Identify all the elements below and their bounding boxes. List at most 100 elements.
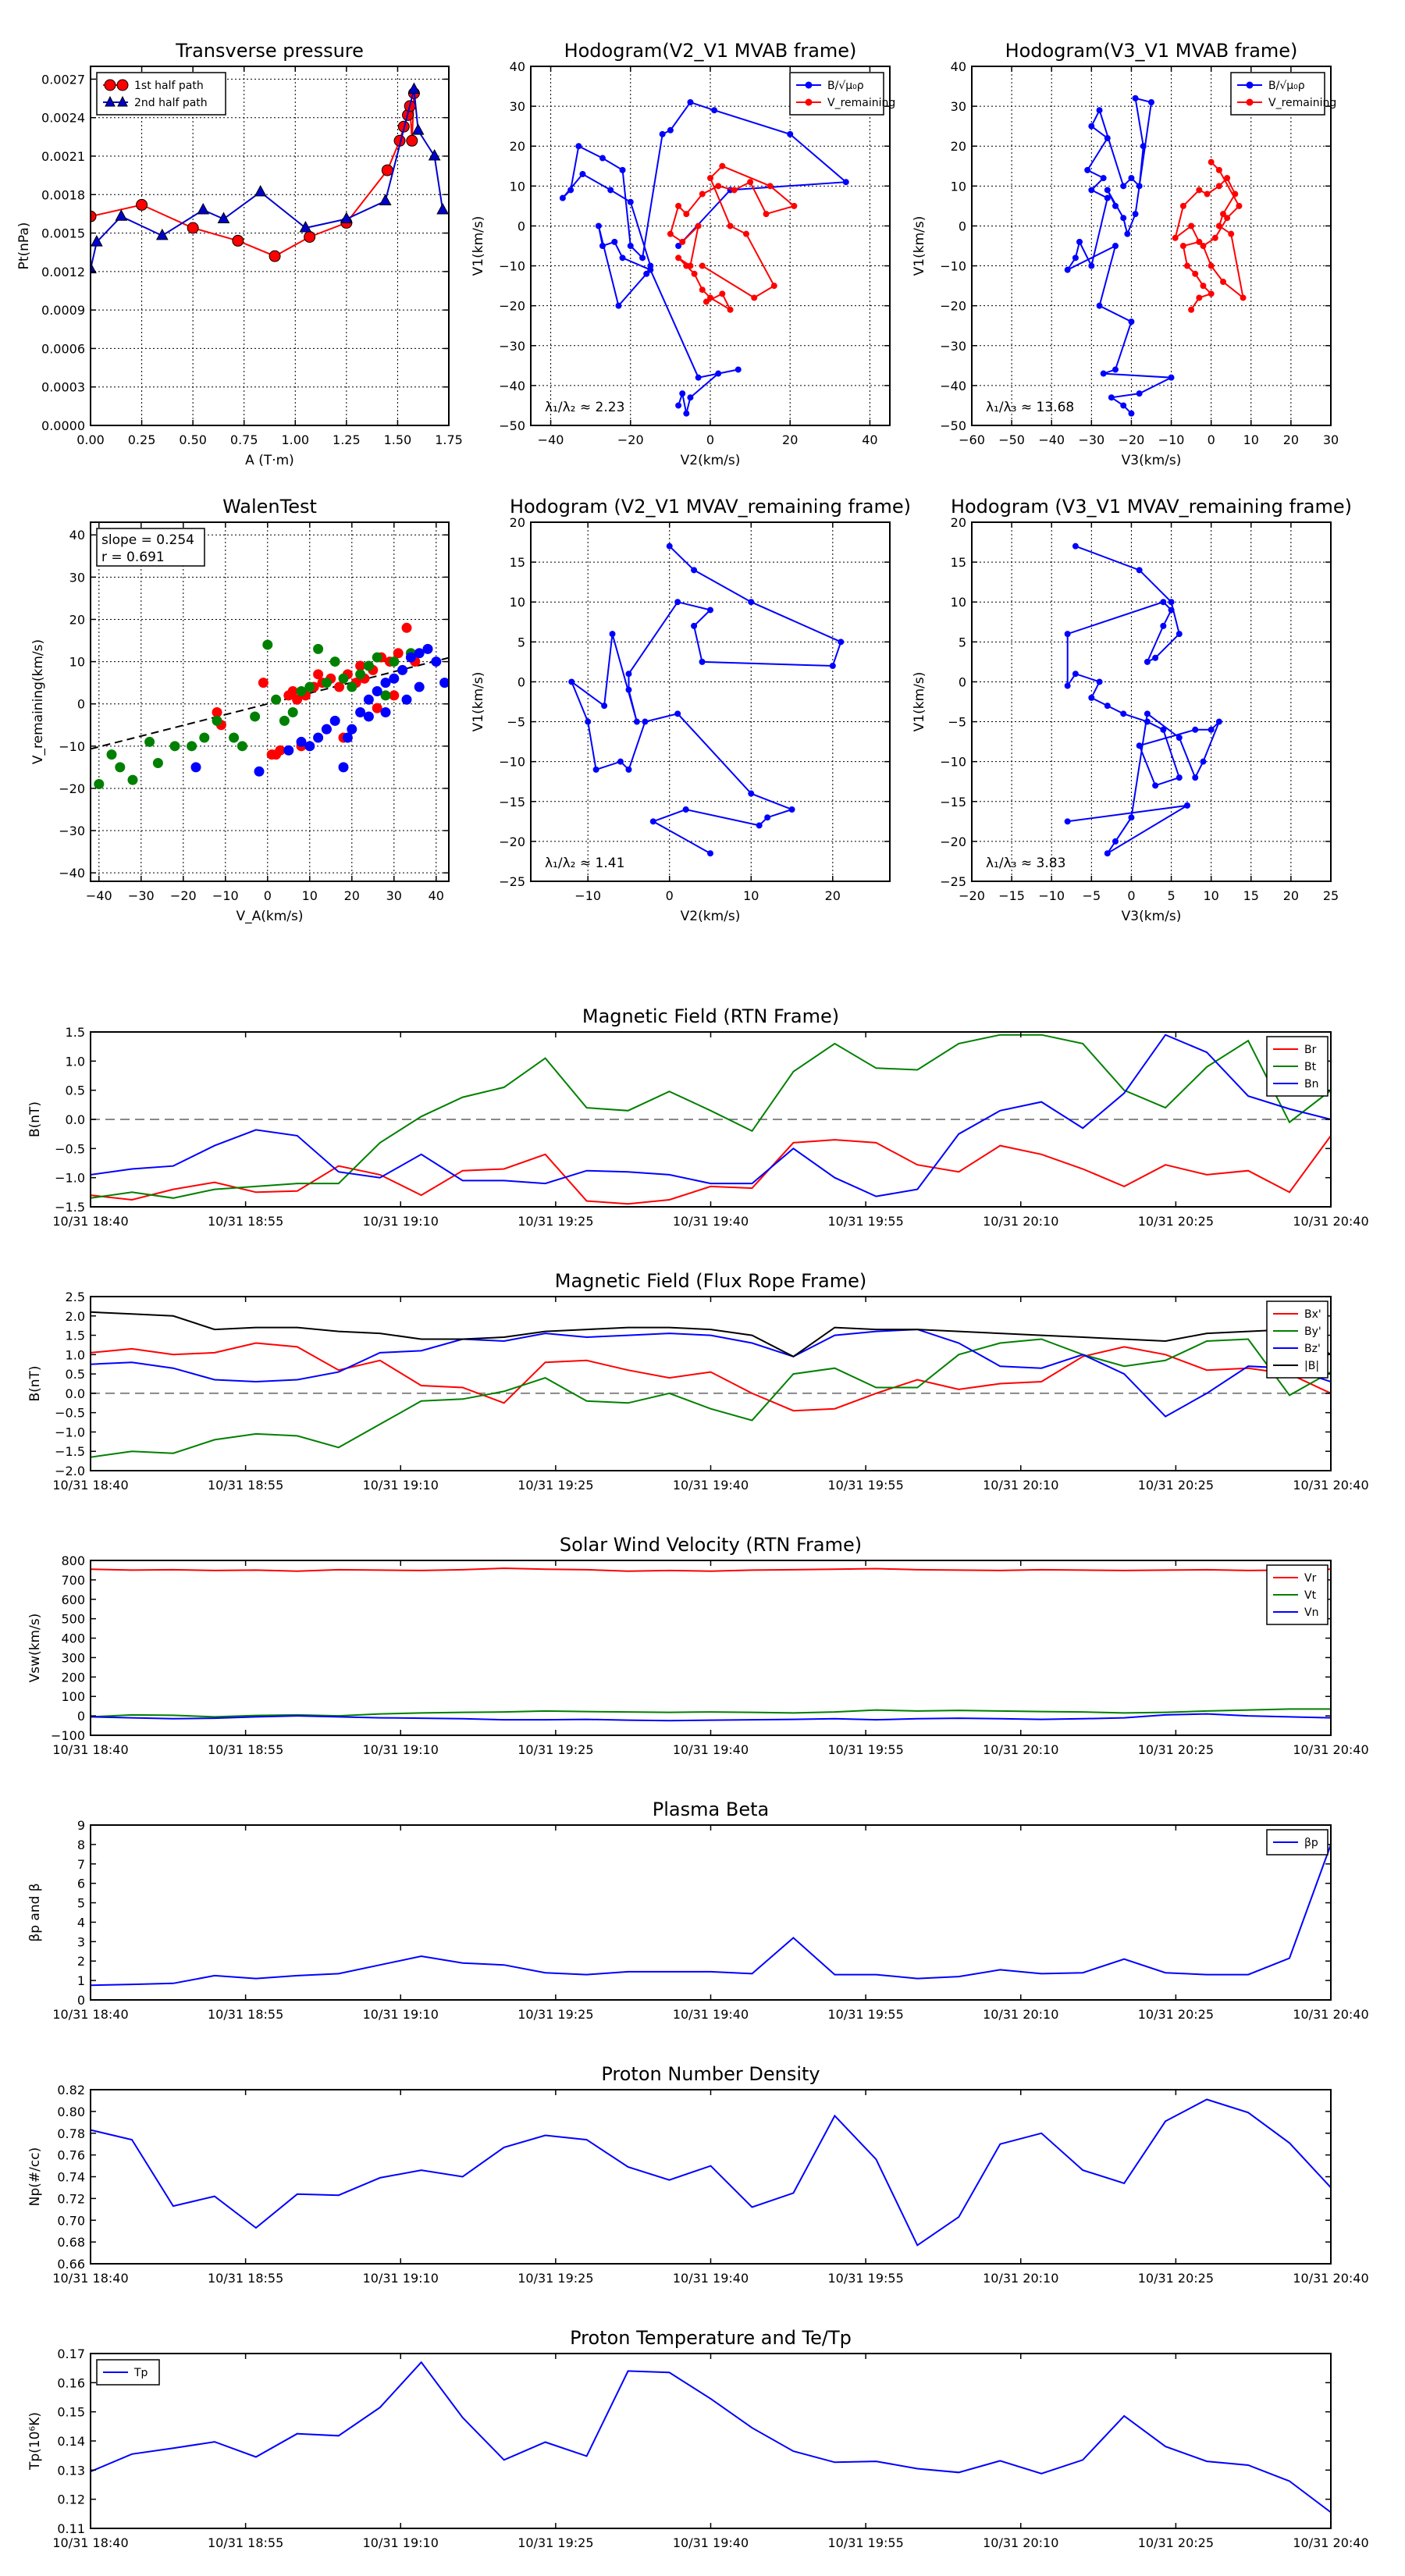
series-line-0 (570, 545, 842, 855)
data-point (627, 198, 634, 205)
x-tick-label: 10/31 19:25 (518, 2271, 593, 2286)
x-tick-label: 10/31 18:40 (52, 2535, 128, 2550)
y-tick-label: 0 (959, 219, 966, 233)
y-tick-label: −0.5 (55, 1406, 85, 1421)
y-tick-label: 0.76 (57, 2148, 85, 2163)
axes-frame (530, 521, 891, 882)
x-tick-label: −40 (86, 888, 112, 903)
x-tick-label: 10/31 19:10 (363, 2535, 439, 2550)
data-point (405, 652, 416, 663)
data-point (627, 243, 634, 249)
data-point (271, 694, 282, 705)
x-tick-label: 10/31 19:10 (363, 1214, 439, 1229)
x-axis-label: V_A(km/s) (236, 909, 303, 924)
data-point (1184, 802, 1190, 809)
data-point (1096, 107, 1103, 114)
panel-tp: Proton Temperature and Te/Tp 10/31 18:40 1… (27, 2327, 1369, 2550)
x-tick-label: 5 (1167, 888, 1175, 903)
y-tick-label: 700 (61, 1573, 85, 1588)
y-tick-label: 0.0021 (41, 149, 85, 164)
series-line-0 (91, 2361, 1331, 2514)
chart-title: Hodogram (V3_V1 MVAV_remaining frame) (951, 496, 1352, 518)
data-point (212, 707, 222, 718)
data-point (715, 183, 722, 190)
data-point (91, 262, 97, 274)
y-tick-label: −2.0 (55, 1464, 85, 1478)
y-tick-label: 30 (951, 99, 966, 114)
legend-label: Bx' (1304, 1308, 1321, 1321)
plot-area (91, 82, 449, 274)
y-tick-label: 0.68 (57, 2235, 85, 2250)
x-tick-label: 10/31 18:40 (52, 2271, 128, 2286)
y-tick-label: 0.0012 (41, 265, 85, 279)
y-axis-label: V1(km/s) (912, 672, 927, 732)
y-tick-label: 30 (510, 99, 525, 114)
data-point (1096, 302, 1103, 309)
data-point (707, 175, 713, 182)
y-tick-label: −10 (59, 739, 85, 754)
x-tick-label: 10/31 18:55 (208, 1214, 283, 1229)
x-tick-label: 10/31 20:25 (1138, 2007, 1214, 2022)
y-tick-label: −5 (507, 715, 525, 730)
plot-area (91, 1844, 1331, 1987)
x-tick-label: 10/31 19:10 (363, 2271, 439, 2286)
data-point (363, 694, 374, 705)
x-tick-label: 10/31 19:55 (827, 1742, 903, 1757)
axes-frame (90, 2353, 1332, 2529)
x-tick-label: 0.00 (76, 432, 105, 447)
data-point (237, 741, 247, 752)
data-point (719, 290, 726, 297)
legend-label: B/√μ₀ρ (827, 80, 864, 92)
data-point (643, 270, 650, 277)
data-point (702, 298, 710, 305)
data-point (115, 762, 126, 773)
panel-h3: Hodogram (V2_V1 MVAV_remaining frame) −10… (471, 496, 911, 924)
data-point (1228, 230, 1235, 237)
data-point (707, 294, 713, 301)
y-axis-label: V1(km/s) (912, 216, 927, 276)
y-tick-label: 200 (61, 1670, 85, 1685)
y-tick-label: 0 (77, 697, 85, 712)
data-point (127, 774, 138, 785)
y-tick-label: 0.0024 (41, 111, 85, 126)
x-tick-label: 10/31 20:40 (1293, 2271, 1368, 2286)
panel-h1: Hodogram(V2_V1 MVAB frame) −40 −20 0 20 40 −50… (471, 40, 895, 468)
y-tick-label: 0.0003 (41, 380, 85, 395)
data-point (615, 302, 622, 309)
axes-frame (90, 1824, 1332, 2001)
data-point (601, 703, 608, 710)
y-tick-label: −20 (499, 299, 525, 314)
y-tick-label: 2.5 (66, 1290, 85, 1304)
data-point (1200, 243, 1207, 249)
data-point (389, 673, 400, 684)
data-point (1188, 222, 1195, 229)
data-point (1136, 390, 1143, 397)
y-tick-label: 3 (77, 1934, 85, 1949)
x-tick-label: 1.75 (435, 432, 463, 447)
y-tick-label: 2.0 (66, 1309, 85, 1324)
data-point (321, 678, 332, 688)
data-point (1120, 183, 1127, 190)
data-point (675, 254, 682, 262)
data-point (296, 736, 307, 747)
data-point (329, 656, 340, 667)
data-point (619, 254, 626, 262)
panel-h4: Hodogram (V3_V1 MVAV_remaining frame) −20… (912, 496, 1352, 924)
data-point (687, 99, 694, 105)
slope-text: slope = 0.254 (101, 532, 194, 548)
y-tick-label: −20 (59, 781, 85, 796)
data-point (1104, 187, 1111, 194)
y-tick-label: 0.0 (66, 1112, 85, 1127)
data-point (748, 790, 755, 797)
data-point (751, 294, 758, 301)
y-tick-label: 0.74 (57, 2170, 85, 2185)
data-point (633, 718, 640, 725)
data-point (707, 850, 713, 857)
y-tick-label: 6 (77, 1877, 85, 1891)
x-tick-label: 40 (862, 432, 877, 447)
data-point (649, 818, 656, 825)
x-axis-label: V2(km/s) (681, 909, 741, 924)
data-point (411, 123, 425, 135)
data-point (152, 757, 163, 768)
data-point (1072, 671, 1079, 678)
